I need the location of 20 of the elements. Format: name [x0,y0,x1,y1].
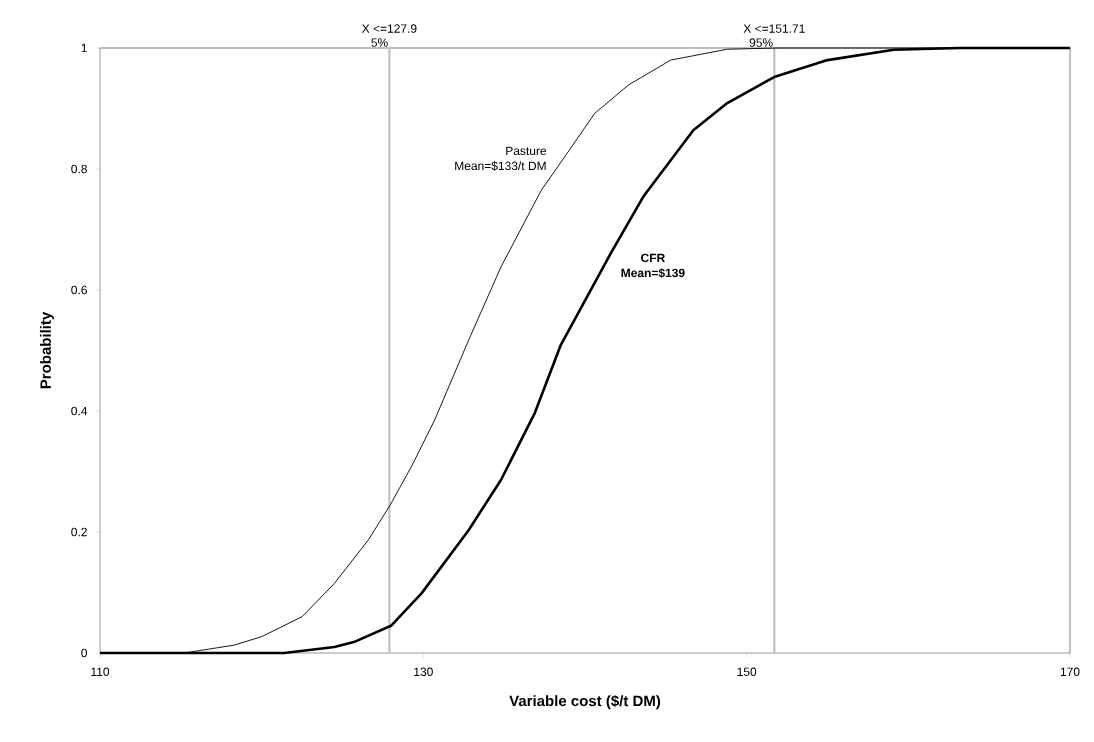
x-tick-label: 130 [414,667,433,677]
x-tick-label: 150 [737,667,757,677]
annotation: 95% [749,38,773,47]
y-tick-label: 0.4 [71,406,88,416]
annotation: Mean=$139 [621,268,685,278]
x-tick-label: 110 [91,667,110,677]
y-tick-label: 0 [81,648,88,658]
y-tick-label: 0.2 [71,527,87,537]
y-tick-label: 0.6 [71,285,87,295]
y-axis-title: Probability [39,311,54,389]
y-tick-label: 1 [81,43,87,53]
x-tick-label: 170 [1060,667,1080,677]
annotation: 5% [371,38,388,47]
ref-line-label: X <=151.71 [743,24,805,33]
ref-line-label: X <=127.9 [361,24,417,33]
x-axis-title: Variable cost ($/t DM) [509,694,661,710]
annotation: Mean=$133/t DM [455,161,546,171]
y-tick-label: 0.8 [71,164,87,174]
text: CFR [641,253,665,263]
series-label: Pasture [506,146,547,156]
